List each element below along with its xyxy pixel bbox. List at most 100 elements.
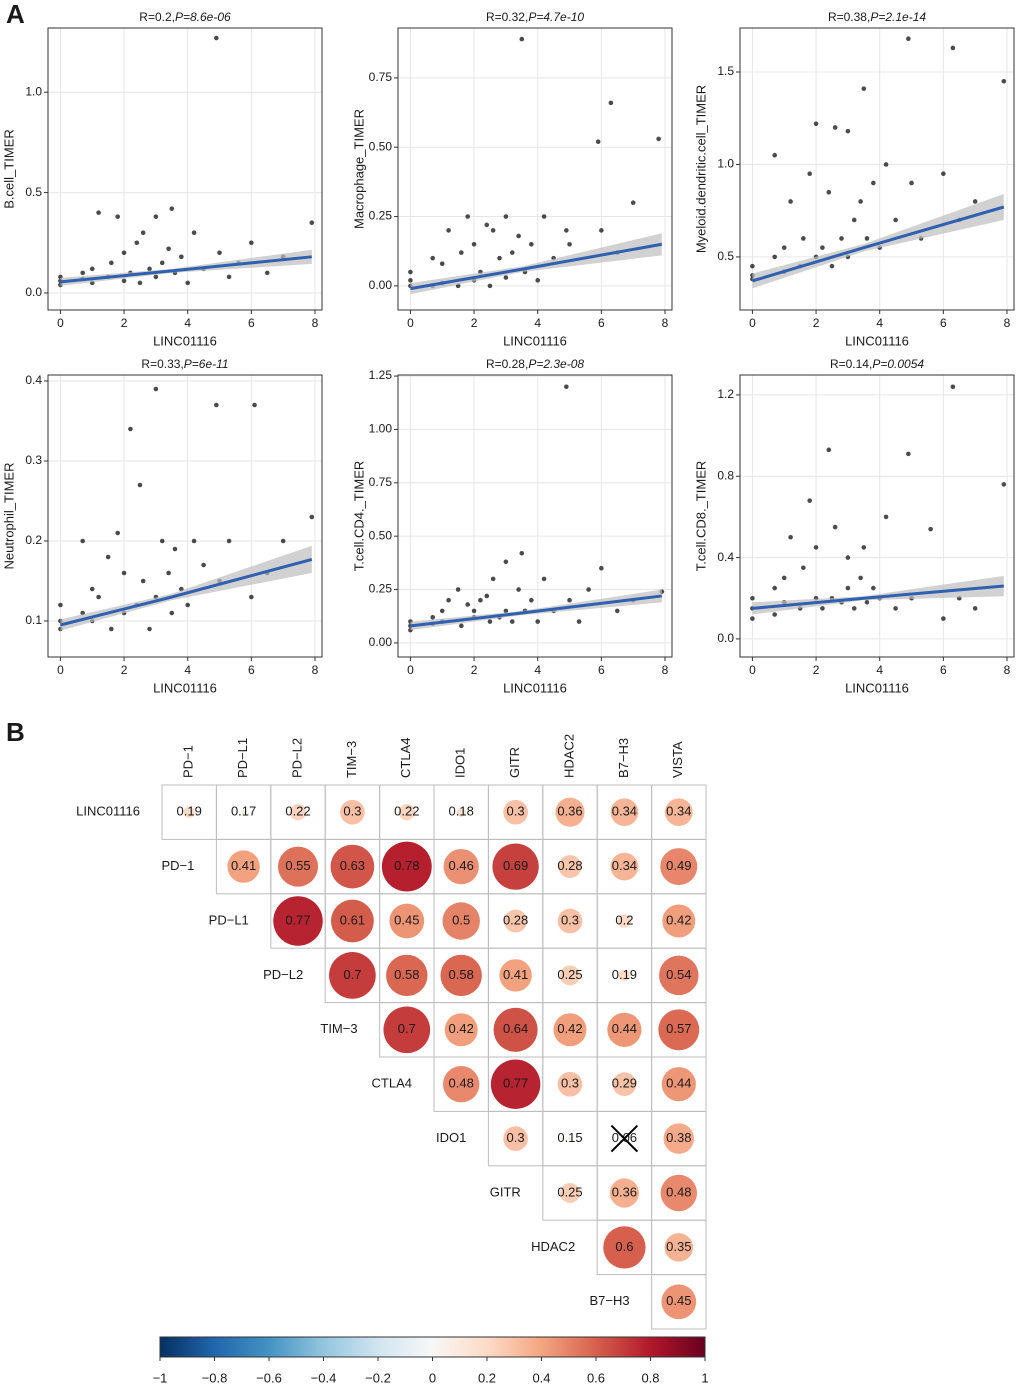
point [484,222,490,228]
cell-value: 0.28 [557,858,582,873]
x-tick-label: 6 [248,316,255,330]
point [781,575,787,581]
cell-value: 0.22 [285,804,310,819]
correlation-circle [389,903,425,939]
colorbar-label: 0.2 [478,1370,496,1385]
point [608,100,614,106]
column-label: GITR [507,747,522,778]
point [1001,482,1007,487]
correlation-circle [610,798,639,827]
x-tick-label: 4 [184,316,191,330]
x-axis-title: LINC01116 [153,680,217,695]
point [772,612,777,617]
correlation-circle [664,1233,694,1262]
point [656,136,661,142]
title-r: R=0.32, [486,10,528,24]
point [280,538,286,544]
x-tick-label: 2 [121,663,128,677]
cell-value: 0.41 [503,967,528,982]
correlation-circle [661,1067,696,1102]
point [490,576,496,582]
point [750,595,755,601]
plot-background [740,375,1014,657]
point [115,530,120,536]
point [503,214,509,219]
y-tick-label: 0.1 [25,613,42,627]
point [121,570,127,576]
correlation-circle [609,1178,639,1208]
cell-value: 0.55 [285,858,310,873]
point [115,214,120,219]
y-tick-label: 1.0 [25,84,42,98]
title-r: R=0.2, [139,10,175,24]
point [503,275,509,280]
point [497,255,502,261]
x-tick-label: 6 [940,663,947,677]
title-r: R=0.38, [828,10,870,24]
point [950,45,956,51]
correlation-circle [183,806,195,818]
correlation-circle [560,1183,580,1203]
cell-value: 0.3 [507,1130,525,1145]
point [459,250,464,255]
point [137,280,143,286]
colorbar-label: 0.6 [587,1370,605,1385]
x-tick-label: 6 [598,316,605,330]
point [813,121,819,127]
x-tick-label: 0 [749,316,756,330]
point [484,593,490,599]
cell-value: 0.78 [394,858,419,873]
point [58,602,63,608]
cell-value: 0.46 [449,858,474,873]
point [153,274,159,280]
column-label: B7−H3 [616,738,631,778]
point [535,278,541,283]
x-axis-title: LINC01116 [845,680,909,695]
cell-value: 0.29 [612,1076,637,1091]
point [439,261,445,266]
point [861,86,867,91]
correlation-circle [444,1013,478,1047]
y-tick-label: 0.00 [369,278,393,292]
y-axis-title: Neutrophil_TIMER [1,463,16,570]
cell-value: 0.49 [666,858,691,873]
row-label: B7−H3 [589,1293,629,1308]
point [928,526,933,532]
point [950,384,956,390]
cell-value: 0.7 [343,967,361,982]
point [459,623,464,629]
point [864,600,870,605]
row-label: LINC01116 [76,804,140,819]
colorbar-label: −0.2 [365,1370,391,1385]
chart-title: R=0.14,P=0.0054 [830,357,924,371]
point [166,570,171,576]
plot-border [47,374,323,658]
point [807,171,812,177]
point [185,280,191,286]
x-tick-label: 4 [184,663,191,677]
point [599,228,604,233]
point [89,266,95,272]
correlation-circle [663,1123,695,1154]
point [169,610,175,616]
y-tick-label: 0.75 [369,475,393,489]
x-tick-label: 0 [749,663,756,677]
y-tick-label: 0.25 [369,582,393,596]
cell-value: 0.35 [666,1239,691,1254]
plot-border [397,27,673,311]
point [851,217,857,223]
x-axis-title: LINC01116 [845,333,909,348]
point [829,263,835,269]
cell-value: 0.48 [666,1184,691,1199]
point [1001,78,1007,84]
fit-line [60,557,313,627]
point [883,162,889,167]
column-label: PD−1 [181,745,196,778]
correlation-circle [289,803,307,821]
cell-value: 0.69 [503,858,528,873]
y-tick-label: 0.75 [369,70,393,84]
point [226,538,232,544]
point [159,538,165,544]
point [147,266,152,272]
y-tick-label: 1.25 [369,368,393,382]
